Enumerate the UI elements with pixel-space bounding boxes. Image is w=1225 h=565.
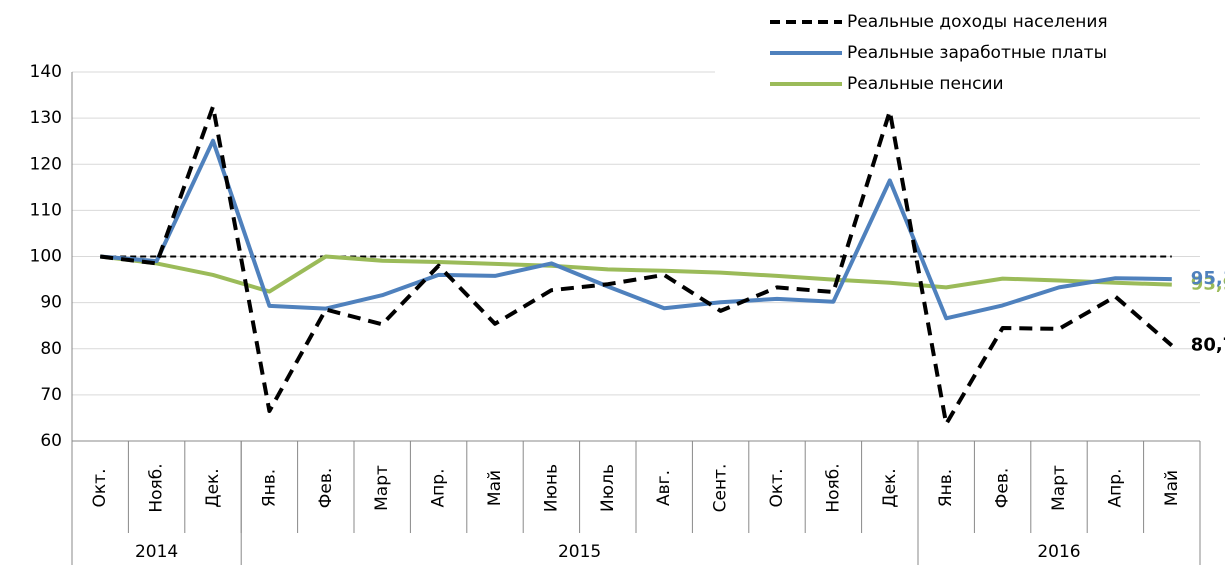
group-label: 2016 <box>1037 542 1080 562</box>
x-tick-label: Июль <box>598 464 618 512</box>
group-label: 2015 <box>558 542 601 562</box>
group-label: 2014 <box>135 542 178 562</box>
series-line <box>99 254 1172 294</box>
value-label: 93,9 <box>1191 274 1225 295</box>
series-line <box>100 138 1172 321</box>
x-tick-label: Нояб. <box>147 463 167 512</box>
x-tick-label: Апр. <box>429 469 449 508</box>
y-tick-label: 60 <box>40 431 62 451</box>
x-tick-label: Сент. <box>711 464 731 513</box>
x-tick-label: Авг. <box>654 470 674 506</box>
y-tick-label: 100 <box>30 247 62 267</box>
x-tick-label: Апр. <box>1105 469 1125 508</box>
y-tick-label: 140 <box>30 62 62 82</box>
x-tick-label: Фев. <box>993 468 1013 509</box>
x-tick-label: Окт. <box>767 469 787 508</box>
y-tick-label: 70 <box>40 385 62 405</box>
y-tick-label: 120 <box>30 154 62 174</box>
x-tick-label: Нояб. <box>823 463 843 512</box>
x-tick-label: Фев. <box>316 468 336 509</box>
legend-label: Реальные доходы населения <box>847 12 1108 32</box>
x-tick-label: Март <box>372 465 392 511</box>
series-line <box>99 104 1174 426</box>
y-tick-label: 110 <box>30 200 62 220</box>
y-tick-label: 130 <box>30 108 62 128</box>
y-tick-label: 90 <box>40 293 62 313</box>
x-tick-label: Июнь <box>541 464 561 512</box>
legend-label: Реальные заработные платы <box>847 43 1107 63</box>
x-tick-label: Янв. <box>259 469 279 507</box>
x-tick-label: Дек. <box>203 468 223 507</box>
x-tick-label: Май <box>485 470 505 506</box>
x-tick-label: Янв. <box>936 469 956 507</box>
x-tick-label: Март <box>1049 465 1069 511</box>
value-label: 95,1 <box>1191 268 1225 289</box>
x-tick-label: Окт. <box>90 469 110 508</box>
legend-label: Реальные пенсии <box>847 74 1004 94</box>
value-label: 80,7 <box>1191 335 1225 356</box>
x-tick-label: Май <box>1162 470 1182 506</box>
x-tick-label: Дек. <box>880 468 900 507</box>
y-tick-label: 80 <box>40 339 62 359</box>
